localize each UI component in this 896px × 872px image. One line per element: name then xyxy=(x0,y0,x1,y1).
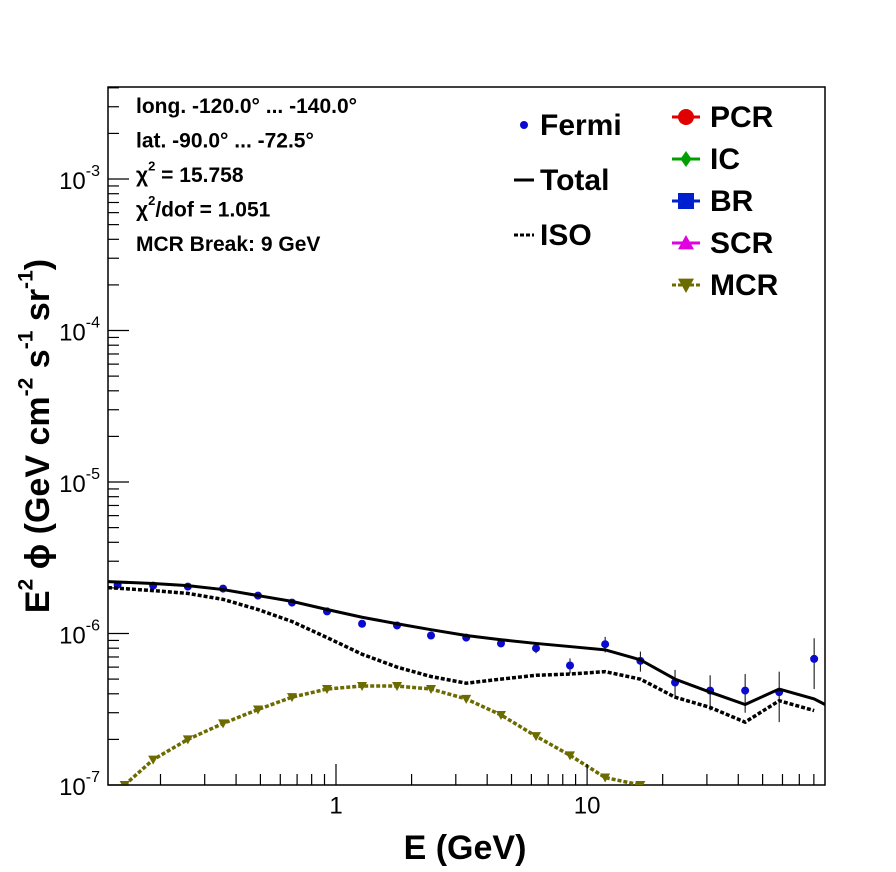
text-part: sr xyxy=(19,289,57,331)
legend-label: PCR xyxy=(710,101,774,134)
tick-exponent: -7 xyxy=(86,769,100,786)
marker xyxy=(678,193,694,209)
marker xyxy=(635,781,646,785)
marker xyxy=(531,732,542,742)
tick-base: 10 xyxy=(59,774,86,801)
y-axis-label: E2 ϕ (GeV cm-2 s-1 sr-1) xyxy=(14,259,57,613)
marker xyxy=(741,686,750,695)
marker xyxy=(286,693,297,703)
tick-exponent: -6 xyxy=(86,618,100,635)
marker xyxy=(427,631,436,640)
text-part: long. -120.0° ... -140.0° xyxy=(136,95,357,118)
y-tick-label: 10-4 xyxy=(59,315,100,347)
text-part: lat. -90.0° ... -72.5° xyxy=(136,129,314,152)
text-part: χ xyxy=(136,164,148,187)
annotation: lat. -90.0° ... -72.5° xyxy=(136,129,314,152)
tick-base: 10 xyxy=(59,320,86,347)
marker xyxy=(810,654,819,663)
legend-label: BR xyxy=(710,185,754,218)
text-part: = 15.758 xyxy=(155,164,243,187)
marker xyxy=(601,640,610,649)
legend-label: SCR xyxy=(710,227,774,260)
x-axis-label: E (GeV) xyxy=(404,829,527,867)
y-tick-label: 10-3 xyxy=(59,163,100,195)
marker xyxy=(678,278,694,293)
superscript: -1 xyxy=(14,270,37,289)
series-line xyxy=(108,585,815,725)
marker xyxy=(678,235,694,250)
marker xyxy=(357,682,368,692)
y-tick-label: 10-6 xyxy=(59,618,100,650)
x-tick-label: 10 xyxy=(574,792,601,819)
annotation: χ2 = 15.758 xyxy=(136,159,244,187)
marker xyxy=(520,121,528,129)
annotation: χ2/dof = 1.051 xyxy=(136,194,271,222)
superscript: 2 xyxy=(14,579,37,591)
text-part: MCR Break: 9 GeV xyxy=(136,233,320,256)
text-part: ϕ (GeV cm xyxy=(19,396,57,578)
tick-base: 10 xyxy=(59,168,86,195)
series-line xyxy=(123,684,641,785)
text-part: /dof = 1.051 xyxy=(155,198,270,221)
marker xyxy=(426,685,437,695)
legend-label: IC xyxy=(710,143,740,176)
text-part: ) xyxy=(19,259,57,270)
tick-exponent: -4 xyxy=(86,315,100,332)
text-part: χ xyxy=(136,198,148,221)
marker xyxy=(182,735,193,745)
legend-label: MCR xyxy=(710,269,779,302)
annotation: MCR Break: 9 GeV xyxy=(136,233,320,256)
text-part: E xyxy=(19,590,57,613)
legend-label: Total xyxy=(540,164,609,197)
marker xyxy=(565,751,576,761)
legend-label: Fermi xyxy=(540,109,622,142)
y-tick-label: 10-7 xyxy=(59,769,100,801)
legend-label: ISO xyxy=(540,219,592,252)
marker xyxy=(680,151,692,167)
marker xyxy=(600,773,611,783)
superscript: 2 xyxy=(148,159,155,174)
marker xyxy=(218,719,229,729)
tick-base: 10 xyxy=(59,471,86,498)
marker xyxy=(252,705,263,715)
tick-exponent: -3 xyxy=(86,163,100,180)
plot-area xyxy=(108,580,825,785)
marker xyxy=(566,661,575,670)
marker xyxy=(495,710,506,720)
text-part: s xyxy=(19,349,57,377)
marker xyxy=(119,781,130,785)
marker xyxy=(358,619,367,628)
superscript: -2 xyxy=(14,378,37,397)
x-tick-label: 1 xyxy=(329,792,342,819)
superscript: 2 xyxy=(148,194,155,209)
marker xyxy=(148,755,159,765)
marker xyxy=(392,682,403,692)
tick-base: 10 xyxy=(59,623,86,650)
tick-exponent: -5 xyxy=(86,466,100,483)
series-line xyxy=(108,580,825,707)
marker xyxy=(322,685,333,695)
marker xyxy=(678,109,694,125)
y-tick-label: 10-5 xyxy=(59,466,100,498)
marker xyxy=(461,694,472,704)
marker xyxy=(532,644,541,653)
superscript: -1 xyxy=(14,330,37,349)
annotation: long. -120.0° ... -140.0° xyxy=(136,95,357,118)
